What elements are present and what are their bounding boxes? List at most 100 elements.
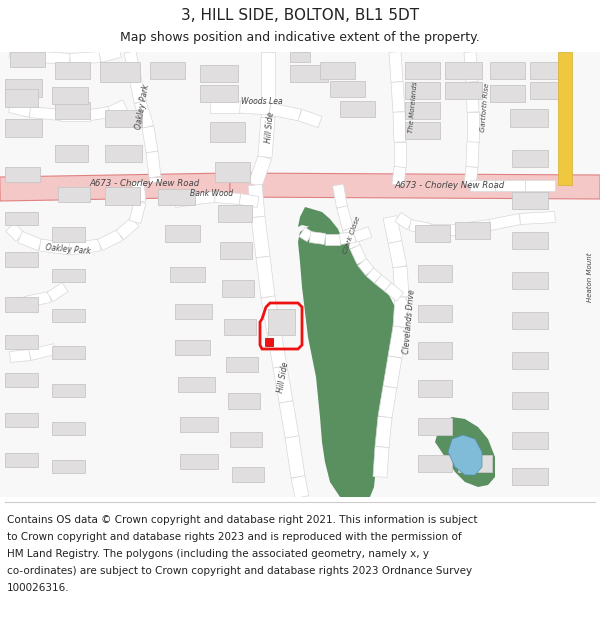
Polygon shape — [466, 142, 479, 168]
Polygon shape — [222, 280, 254, 297]
Polygon shape — [248, 184, 265, 218]
Polygon shape — [353, 227, 372, 242]
Polygon shape — [459, 219, 491, 234]
Polygon shape — [18, 231, 42, 251]
Text: Heaton Mount: Heaton Mount — [587, 253, 593, 302]
Text: Oakley Park: Oakley Park — [45, 242, 91, 256]
Polygon shape — [309, 231, 326, 244]
Polygon shape — [358, 259, 374, 276]
Polygon shape — [52, 269, 85, 282]
Polygon shape — [52, 227, 85, 242]
Polygon shape — [5, 252, 38, 267]
Polygon shape — [10, 349, 31, 362]
Polygon shape — [97, 229, 122, 251]
Text: Clark Close: Clark Close — [343, 216, 362, 254]
Polygon shape — [340, 101, 375, 117]
Polygon shape — [415, 225, 450, 242]
Polygon shape — [239, 194, 259, 208]
Text: Oakley Park: Oakley Park — [134, 84, 151, 130]
Polygon shape — [39, 239, 71, 255]
Polygon shape — [418, 380, 452, 397]
Polygon shape — [435, 417, 495, 487]
Polygon shape — [175, 340, 210, 355]
Polygon shape — [339, 231, 356, 244]
Polygon shape — [174, 194, 196, 208]
Polygon shape — [100, 62, 140, 82]
Polygon shape — [385, 282, 404, 301]
Text: The Morelands: The Morelands — [408, 81, 418, 133]
Polygon shape — [178, 377, 215, 392]
Polygon shape — [393, 266, 409, 298]
Polygon shape — [5, 297, 38, 312]
Polygon shape — [124, 51, 141, 78]
Polygon shape — [194, 191, 215, 204]
Polygon shape — [445, 82, 482, 99]
Text: Contains OS data © Crown copyright and database right 2021. This information is : Contains OS data © Crown copyright and d… — [7, 515, 478, 525]
Polygon shape — [5, 167, 40, 182]
Polygon shape — [175, 304, 212, 319]
Polygon shape — [267, 331, 287, 368]
Polygon shape — [388, 241, 407, 268]
Polygon shape — [512, 312, 548, 329]
Polygon shape — [520, 211, 556, 224]
Polygon shape — [395, 213, 413, 229]
Polygon shape — [388, 326, 407, 358]
Polygon shape — [230, 173, 600, 199]
Polygon shape — [470, 179, 495, 191]
Polygon shape — [55, 145, 88, 162]
Polygon shape — [392, 166, 406, 186]
Polygon shape — [5, 79, 42, 97]
Polygon shape — [464, 52, 478, 82]
Polygon shape — [105, 187, 140, 205]
Polygon shape — [374, 275, 391, 291]
Polygon shape — [261, 52, 275, 117]
Polygon shape — [367, 268, 382, 283]
Polygon shape — [279, 401, 299, 438]
Polygon shape — [375, 416, 392, 447]
Polygon shape — [458, 455, 492, 472]
Polygon shape — [464, 166, 478, 186]
Polygon shape — [291, 476, 309, 498]
Polygon shape — [512, 392, 548, 409]
Polygon shape — [200, 85, 238, 102]
Polygon shape — [232, 467, 264, 482]
Polygon shape — [149, 177, 161, 182]
Polygon shape — [530, 62, 565, 79]
Polygon shape — [215, 162, 250, 182]
Polygon shape — [146, 151, 161, 178]
Polygon shape — [418, 418, 452, 435]
Polygon shape — [298, 109, 322, 128]
Polygon shape — [158, 189, 195, 205]
Polygon shape — [405, 122, 440, 139]
Polygon shape — [512, 232, 548, 249]
Polygon shape — [525, 179, 555, 191]
Polygon shape — [55, 102, 90, 119]
Text: Hill Side: Hill Side — [264, 111, 276, 143]
Polygon shape — [325, 234, 340, 244]
Polygon shape — [383, 216, 402, 243]
Polygon shape — [285, 436, 305, 478]
Polygon shape — [405, 62, 440, 79]
Polygon shape — [116, 217, 139, 239]
Polygon shape — [530, 82, 565, 99]
Polygon shape — [350, 244, 367, 264]
Polygon shape — [69, 239, 101, 255]
Polygon shape — [405, 82, 440, 99]
Polygon shape — [52, 422, 85, 435]
Polygon shape — [448, 435, 482, 475]
Polygon shape — [298, 207, 342, 242]
Polygon shape — [52, 87, 88, 104]
Polygon shape — [230, 432, 262, 447]
Polygon shape — [218, 205, 252, 222]
Polygon shape — [256, 256, 275, 298]
Polygon shape — [337, 206, 353, 231]
Polygon shape — [5, 89, 38, 107]
Polygon shape — [0, 173, 230, 201]
Polygon shape — [299, 228, 313, 242]
Polygon shape — [5, 373, 38, 387]
Polygon shape — [210, 101, 240, 113]
Polygon shape — [405, 102, 440, 119]
Polygon shape — [269, 103, 301, 121]
Text: Gartforth Rise: Gartforth Rise — [480, 82, 490, 132]
Polygon shape — [10, 296, 25, 308]
